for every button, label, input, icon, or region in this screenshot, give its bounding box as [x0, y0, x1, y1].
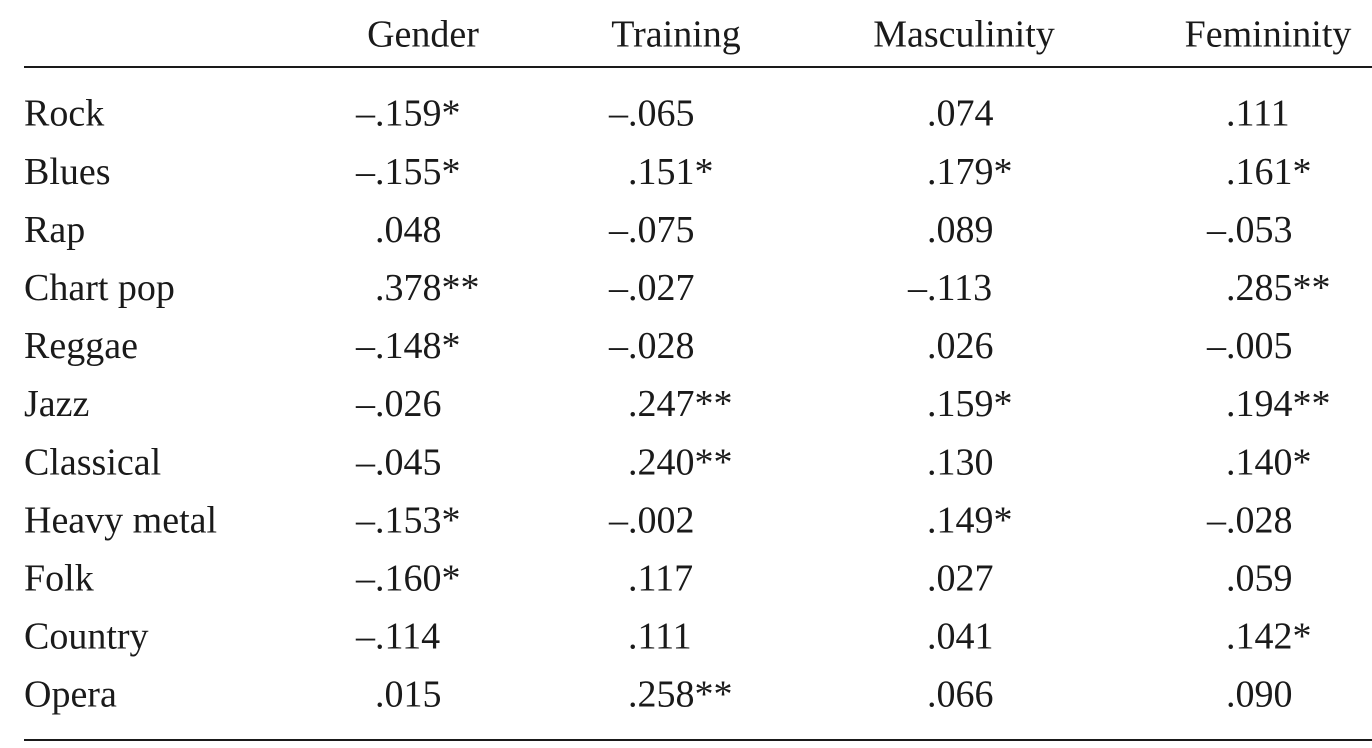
cell-value: –.160*	[355, 558, 461, 600]
cell-value: –.026	[355, 383, 442, 425]
cell-value: .130	[927, 441, 994, 483]
cell-value: .059	[1226, 558, 1293, 600]
cell-value: –.155*	[355, 151, 461, 193]
cell-value: .066	[927, 674, 994, 716]
cell-value: –.114	[355, 616, 440, 658]
cell-value: –.153*	[355, 499, 461, 541]
row-label: Reggae	[24, 325, 138, 367]
column-header: Training	[611, 14, 741, 56]
cell-value: –.065	[608, 93, 695, 135]
row-label: Chart pop	[24, 267, 175, 309]
cell-value: .179*	[927, 151, 1013, 193]
cell-value: .015	[375, 674, 442, 716]
cell-value: –.028	[1206, 499, 1293, 541]
cell-value: .149*	[927, 499, 1013, 541]
cell-value: .026	[927, 325, 994, 367]
cell-value: –.148*	[355, 325, 461, 367]
cell-value: .090	[1226, 674, 1293, 716]
cell-value: .258**	[628, 674, 733, 716]
cell-value: .041	[927, 616, 994, 658]
cell-value: .140*	[1226, 441, 1312, 483]
row-label: Classical	[24, 441, 161, 483]
row-label: Heavy metal	[24, 499, 217, 541]
cell-value: –.002	[608, 499, 695, 541]
cell-value: –.075	[608, 209, 695, 251]
cell-value: .048	[375, 209, 442, 251]
cell-value: –.045	[355, 441, 442, 483]
cell-value: .117	[628, 558, 693, 600]
cell-value: .074	[927, 93, 994, 135]
row-label: Blues	[24, 151, 111, 193]
cell-value: .142*	[1226, 616, 1312, 658]
row-label: Rock	[24, 93, 104, 135]
cell-value: .247**	[628, 383, 733, 425]
cell-value: .027	[927, 558, 994, 600]
cell-value: .161*	[1226, 151, 1312, 193]
cell-value: .159*	[927, 383, 1013, 425]
row-label: Rap	[24, 209, 85, 251]
cell-value: –.005	[1206, 325, 1293, 367]
cell-value: –.053	[1206, 209, 1293, 251]
cell-value: .194**	[1226, 383, 1331, 425]
column-header: Gender	[367, 14, 479, 56]
row-label: Folk	[24, 558, 94, 600]
cell-value: .151*	[628, 151, 714, 193]
cell-value: .111	[628, 616, 692, 658]
column-header: Masculinity	[873, 14, 1055, 56]
row-label: Opera	[24, 674, 117, 716]
cell-value: .285**	[1226, 267, 1331, 309]
row-label: Jazz	[24, 383, 89, 425]
cell-value: .378**	[375, 267, 480, 309]
cell-value: –.027	[608, 267, 695, 309]
cell-value: .240**	[628, 441, 733, 483]
cell-value: .111	[1226, 93, 1290, 135]
cell-value: –.113	[907, 267, 992, 309]
column-header: Femininity	[1185, 14, 1352, 56]
cell-value: .089	[927, 209, 994, 251]
cell-value: –.028	[608, 325, 695, 367]
cell-value: –.159*	[355, 93, 461, 135]
row-label: Country	[24, 616, 149, 658]
